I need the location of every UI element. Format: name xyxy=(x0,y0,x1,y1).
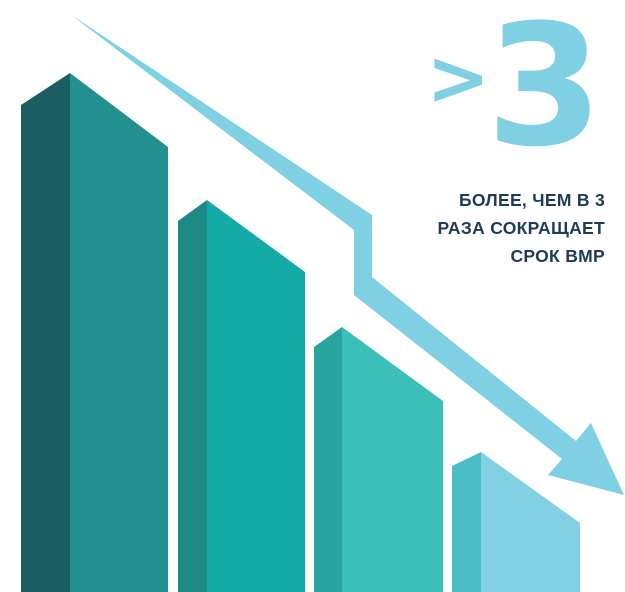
bar-2 xyxy=(178,200,305,592)
bar-3 xyxy=(314,327,443,592)
bar-1-front xyxy=(70,73,168,592)
bar-4 xyxy=(452,452,580,592)
bar-3-side xyxy=(314,327,342,592)
bar-1-side xyxy=(21,73,70,592)
bar-1 xyxy=(21,73,168,592)
down-trend-arrow xyxy=(70,14,624,495)
greater-than-sign: > xyxy=(426,33,490,122)
headline-number: 3 xyxy=(486,0,603,184)
caption-line-3: СРОК ВМР xyxy=(510,246,605,266)
bar-3-front xyxy=(342,327,443,592)
caption-line-2: РАЗА СОКРАЩАЕТ xyxy=(437,218,605,238)
bar-2-front xyxy=(207,200,305,592)
bar-4-front xyxy=(481,452,580,592)
headline-value: > 3 xyxy=(426,2,603,170)
caption-text: БОЛЕЕ, ЧЕМ В 3 РАЗА СОКРАЩАЕТ СРОК ВМР xyxy=(345,186,605,270)
caption-line-1: БОЛЕЕ, ЧЕМ В 3 xyxy=(459,190,605,210)
bar-4-side xyxy=(452,452,481,592)
bar-2-side xyxy=(178,200,207,592)
